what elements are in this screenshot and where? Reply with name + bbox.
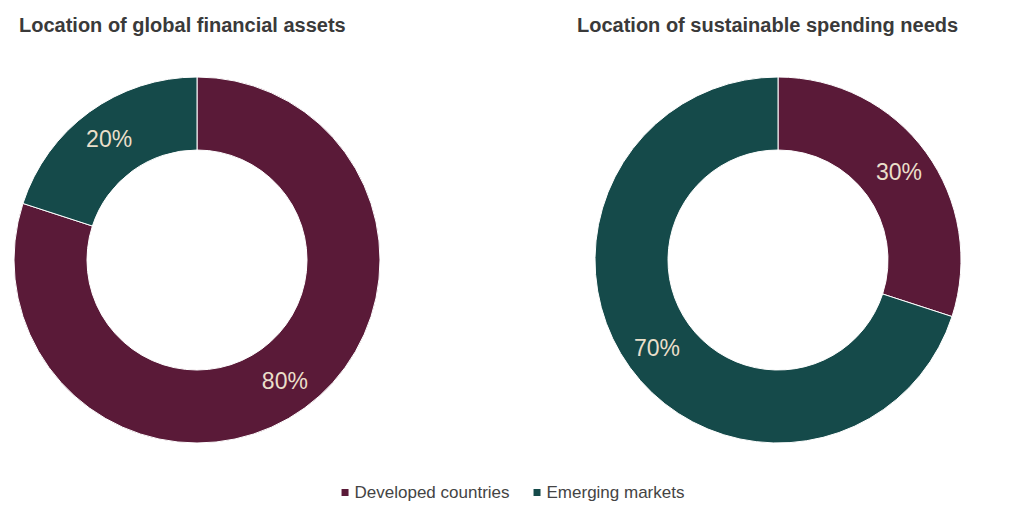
svg-text:Emerging markets: Emerging markets [547, 483, 685, 502]
svg-text:70%: 70% [634, 335, 680, 361]
svg-text:Developed countries: Developed countries [355, 483, 510, 502]
svg-text:Location of global financial a: Location of global financial assets [19, 14, 346, 36]
svg-text:20%: 20% [86, 126, 132, 152]
svg-text:30%: 30% [876, 159, 922, 185]
svg-text:80%: 80% [262, 368, 308, 394]
svg-text:Location of sustainable spendi: Location of sustainable spending needs [577, 14, 958, 36]
